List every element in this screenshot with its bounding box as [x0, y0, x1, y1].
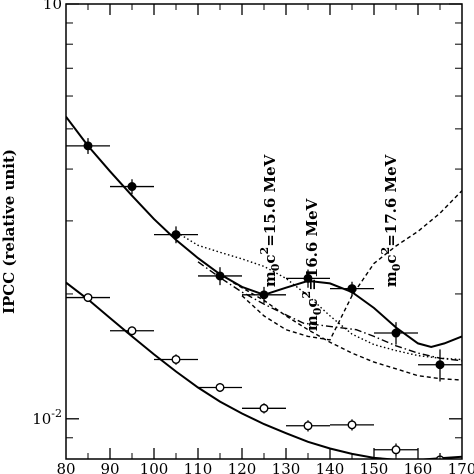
mass-annotation-0: m0c2=15.6 MeV [258, 154, 282, 287]
axes [65, 3, 463, 460]
data-point-1-0 [66, 293, 110, 303]
data-point-1-3 [198, 382, 242, 393]
x-tick-label: 170 [448, 460, 474, 474]
mass-annotation-2: m0c2=17.6 MeV [379, 154, 403, 287]
data-point-1-7 [374, 443, 418, 457]
curve-solid-1 [66, 281, 462, 459]
data-point-0-8 [418, 349, 462, 382]
x-tick-label: 120 [228, 460, 257, 474]
data-point-0-5 [286, 269, 330, 288]
open-marker [259, 403, 269, 413]
y-tick-label: 10-2 [32, 407, 62, 428]
data-point-0-3 [198, 267, 242, 286]
data-point-0-4 [242, 286, 286, 304]
curve-solid-0 [66, 116, 462, 349]
data-point-0-6 [330, 281, 374, 296]
curve-dash-dot-3 [197, 261, 462, 362]
filled-marker [171, 230, 181, 240]
x-tick-label: 130 [272, 460, 301, 474]
open-marker [303, 421, 313, 431]
curve-dotted-2 [180, 234, 462, 361]
x-tick-label: 90 [100, 460, 119, 474]
filled-marker [391, 328, 401, 338]
y-axis-title: IPCC (relative unit) [0, 149, 18, 314]
x-tick-label: 150 [360, 460, 389, 474]
data-point-0-2 [154, 226, 198, 244]
filled-marker [83, 141, 93, 151]
filled-marker [259, 290, 269, 300]
data-point-0-0 [66, 138, 110, 154]
open-marker [391, 445, 401, 455]
y-tick-label: 10 [43, 0, 62, 13]
x-tick-label: 80 [56, 460, 75, 474]
x-tick-label: 110 [184, 460, 213, 474]
x-tick-label: 140 [316, 460, 345, 474]
data-point-1-5 [286, 420, 330, 432]
filled-marker [435, 360, 445, 370]
data-point-1-1 [110, 326, 154, 336]
filled-marker [303, 273, 313, 283]
x-tick-label: 160 [404, 460, 433, 474]
data-point-0-1 [110, 179, 154, 195]
filled-marker [127, 182, 137, 192]
data-point-1-4 [242, 403, 286, 414]
open-marker [171, 354, 181, 364]
data-point-1-6 [330, 419, 374, 431]
open-marker [83, 293, 93, 303]
filled-marker [347, 284, 357, 294]
open-marker [215, 382, 225, 392]
open-marker [347, 420, 357, 430]
open-marker [127, 326, 137, 336]
mass-annotation-1: m0c2=16.6 MeV [300, 198, 324, 331]
data-point-1-2 [154, 354, 198, 365]
x-tick-label: 100 [140, 460, 169, 474]
plot-area [66, 116, 462, 459]
filled-marker [215, 271, 225, 281]
data-point-0-7 [374, 322, 418, 345]
